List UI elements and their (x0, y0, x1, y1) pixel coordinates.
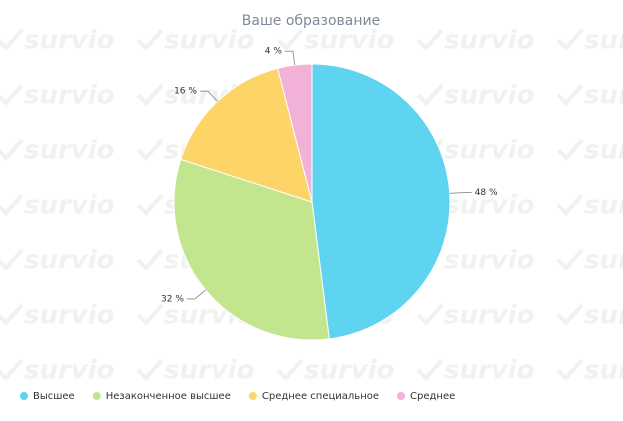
watermark-text: survio (444, 191, 535, 221)
watermark-check (0, 248, 24, 271)
watermark-text: survio (444, 81, 535, 111)
label-connector (199, 90, 218, 102)
watermark-text: survio (24, 136, 115, 166)
watermark-text: survio (444, 26, 535, 56)
legend-label: Среднее (410, 391, 455, 402)
watermark-check (0, 303, 24, 326)
watermark-text: survio (444, 301, 535, 331)
legend-label: Незаконченное высшее (106, 391, 231, 402)
legend-marker (20, 392, 28, 400)
watermark-text: survio (444, 246, 535, 276)
watermark-text: survio (304, 356, 395, 386)
watermark-check (0, 28, 24, 51)
watermark-check (0, 83, 24, 106)
watermark-check (136, 358, 164, 381)
label-connector (186, 289, 206, 300)
watermark-check (416, 358, 444, 381)
watermark-text: survio (164, 26, 255, 56)
watermark-layer: survio survio survio survio survio survio surv… (0, 26, 623, 386)
pie-slice (277, 63, 313, 203)
watermark-check (416, 83, 444, 106)
watermark-text: survio (164, 356, 255, 386)
watermark-check (556, 138, 584, 161)
watermark-check (276, 358, 304, 381)
pie-slice (311, 63, 451, 340)
watermark-check (0, 358, 24, 381)
watermark-check (276, 28, 304, 51)
watermark-text: survio (24, 191, 115, 221)
legend-label: Среднее специальное (262, 391, 379, 402)
chart-title: Ваше образование (242, 13, 380, 29)
watermark-text: survio (584, 81, 623, 111)
watermark-text: survio (304, 26, 395, 56)
watermark-check (136, 248, 164, 271)
data-label: 4 % (265, 47, 283, 57)
watermark-text: survio (584, 136, 623, 166)
watermark-check (136, 193, 164, 216)
watermark-text: survio (24, 301, 115, 331)
data-label: 32 % (161, 294, 184, 304)
watermark-text: survio (584, 356, 623, 386)
watermark-check (556, 358, 584, 381)
label-connector (284, 50, 296, 66)
data-label: 16 % (174, 87, 197, 97)
label-connector (449, 191, 472, 194)
watermark-text: survio (24, 356, 115, 386)
legend-marker (248, 392, 257, 400)
legend-marker (92, 392, 101, 400)
watermark-check (136, 28, 164, 51)
watermark-text: survio (444, 136, 535, 166)
legend-marker (397, 392, 406, 400)
watermark-check (136, 303, 164, 326)
watermark-text: survio (584, 301, 623, 331)
pie-slice (180, 67, 313, 203)
watermark-check (0, 193, 24, 216)
watermark-check (416, 28, 444, 51)
watermark-check (556, 248, 584, 271)
data-label: 48 % (475, 188, 498, 198)
watermark-check (0, 138, 24, 161)
watermark-check (556, 28, 584, 51)
watermark-text: survio (24, 26, 115, 56)
watermark-text: survio (24, 246, 115, 276)
watermark-check (416, 303, 444, 326)
watermark-text: survio (584, 26, 623, 56)
legend-label: Высшее (33, 391, 75, 402)
watermark-check (136, 83, 164, 106)
watermark-text: survio (444, 356, 535, 386)
watermark-check (556, 303, 584, 326)
watermark-text: survio (584, 246, 623, 276)
watermark-check (556, 193, 584, 216)
watermark-text: survio (24, 81, 115, 111)
watermark-check (556, 83, 584, 106)
pie-slice (173, 158, 330, 341)
watermark-text: survio (584, 191, 623, 221)
watermark-check (136, 138, 164, 161)
